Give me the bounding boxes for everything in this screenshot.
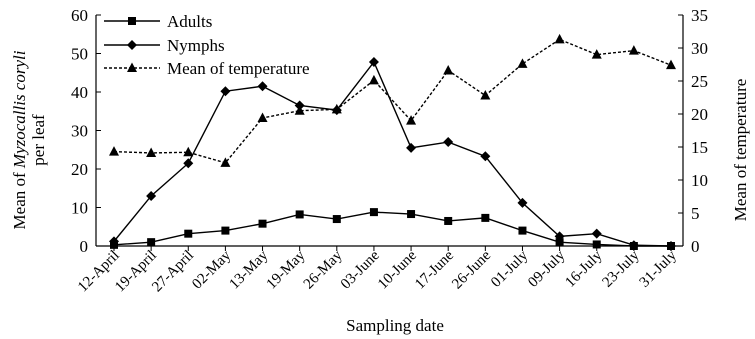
data-point-adults xyxy=(295,210,304,219)
x-tick-label: 03-June xyxy=(338,247,383,292)
data-point-nymphs xyxy=(517,197,528,208)
right-tick-label: 0 xyxy=(691,237,700,256)
data-point-nymphs xyxy=(406,142,417,153)
series-line-adults xyxy=(113,211,671,247)
x-tick-label: 26-June xyxy=(449,247,494,292)
data-point-mean-of-temperature xyxy=(368,74,379,85)
right-axis-title: Mean of temperature xyxy=(731,79,750,222)
data-point-nymphs xyxy=(591,228,602,239)
left-tick-label: 50 xyxy=(71,45,88,64)
legend-marker xyxy=(127,62,137,72)
data-point-adults xyxy=(407,210,416,219)
series-adults xyxy=(110,208,675,250)
right-tick-label: 25 xyxy=(691,72,708,91)
data-point-adults xyxy=(147,238,156,247)
x-tick-label: 13-May xyxy=(226,247,271,292)
data-point-mean-of-temperature xyxy=(331,103,342,114)
left-axis-title-line2: per leaf xyxy=(29,114,48,166)
x-tick-label: 26-May xyxy=(301,247,346,292)
data-point-mean-of-temperature xyxy=(628,45,639,55)
x-tick-label: 10-June xyxy=(375,247,420,292)
left-tick-label: 30 xyxy=(71,122,88,141)
data-point-mean-of-temperature xyxy=(666,59,676,70)
x-tick-label: 31-July xyxy=(637,247,680,290)
data-point-mean-of-temperature xyxy=(109,146,119,156)
data-point-nymphs xyxy=(666,241,676,251)
data-point-mean-of-temperature xyxy=(220,157,231,167)
data-point-mean-of-temperature xyxy=(554,33,565,44)
data-point-adults xyxy=(444,216,453,225)
data-point-adults xyxy=(332,215,341,224)
legend-label: Adults xyxy=(167,12,212,31)
left-axis-title-prefix: Mean of xyxy=(10,168,29,229)
x-tick-label: 17-June xyxy=(412,247,457,292)
data-point-mean-of-temperature xyxy=(183,146,194,157)
x-tick-label: 27-April xyxy=(149,248,197,296)
left-tick-label: 40 xyxy=(71,83,88,102)
right-tick-label: 30 xyxy=(691,39,708,58)
right-tick-label: 20 xyxy=(691,105,708,124)
data-point-nymphs xyxy=(554,231,565,242)
data-point-nymphs xyxy=(443,137,454,148)
right-tick-label: 10 xyxy=(691,171,708,190)
data-point-mean-of-temperature xyxy=(146,147,157,157)
series-mean-of-temperature xyxy=(109,33,676,167)
data-point-adults xyxy=(592,240,601,249)
legend-label: Mean of temperature xyxy=(167,59,310,78)
right-axis-ticks: 0 5 10 15 20 25 30 35 xyxy=(678,6,708,256)
data-point-nymphs xyxy=(257,81,268,92)
x-axis-ticks: 12-April19-April27-April02-May13-May19-M… xyxy=(75,246,680,295)
data-point-mean-of-temperature xyxy=(294,105,305,115)
data-point-adults xyxy=(369,208,378,217)
x-tick-label: 19-May xyxy=(264,247,309,292)
x-axis-title: Sampling date xyxy=(346,316,444,335)
data-point-adults xyxy=(555,238,564,247)
data-point-adults xyxy=(481,213,490,222)
legend: Adults Nymphs Mean of temperature xyxy=(104,12,310,78)
data-point-nymphs xyxy=(480,151,491,162)
left-axis-title: Mean of Myzocallis coryli per leaf xyxy=(10,50,48,229)
data-point-mean-of-temperature xyxy=(517,58,528,68)
data-point-mean-of-temperature xyxy=(443,64,454,75)
data-point-mean-of-temperature xyxy=(257,112,268,122)
right-tick-label: 35 xyxy=(691,6,708,25)
data-point-mean-of-temperature xyxy=(406,115,417,125)
x-tick-label: 01-July xyxy=(488,247,531,290)
left-axis-title-line1: Mean of Myzocallis coryli xyxy=(10,50,29,229)
legend-label: Nymphs xyxy=(167,36,225,55)
legend-item-mean-of-temperature: Mean of temperature xyxy=(104,59,310,78)
x-tick-label: 02-May xyxy=(189,247,234,292)
data-point-nymphs xyxy=(220,86,231,97)
x-tick-label: 23-July xyxy=(600,247,643,290)
x-tick-label: 09-July xyxy=(525,247,568,290)
data-point-nymphs xyxy=(628,240,639,251)
data-point-mean-of-temperature xyxy=(591,49,602,59)
series-line-nymphs xyxy=(113,60,672,247)
left-tick-label: 20 xyxy=(71,160,88,179)
series-line-mean-of-temperature xyxy=(113,38,672,164)
legend-item-nymphs: Nymphs xyxy=(104,36,225,55)
data-point-nymphs xyxy=(368,56,379,67)
left-axis-title-species: Myzocallis coryli xyxy=(10,50,29,169)
left-tick-label: 60 xyxy=(71,6,88,25)
legend-marker xyxy=(128,17,136,25)
data-point-adults xyxy=(221,226,230,235)
data-point-adults xyxy=(258,219,267,228)
legend-marker xyxy=(127,40,137,50)
legend-item-adults: Adults xyxy=(104,12,212,31)
left-tick-label: 10 xyxy=(71,199,88,218)
x-tick-label: 16-July xyxy=(562,247,605,290)
data-point-adults xyxy=(518,226,527,235)
series-layer xyxy=(109,33,676,251)
data-point-nymphs xyxy=(183,158,194,169)
data-point-mean-of-temperature xyxy=(480,90,491,100)
data-point-nymphs xyxy=(109,236,119,247)
right-tick-label: 5 xyxy=(691,204,700,223)
data-point-adults xyxy=(184,229,193,238)
data-point-nymphs xyxy=(146,190,157,201)
left-axis-ticks: 0 10 20 30 40 50 60 xyxy=(71,6,101,256)
left-tick-label: 0 xyxy=(80,237,89,256)
right-tick-label: 15 xyxy=(691,138,708,157)
